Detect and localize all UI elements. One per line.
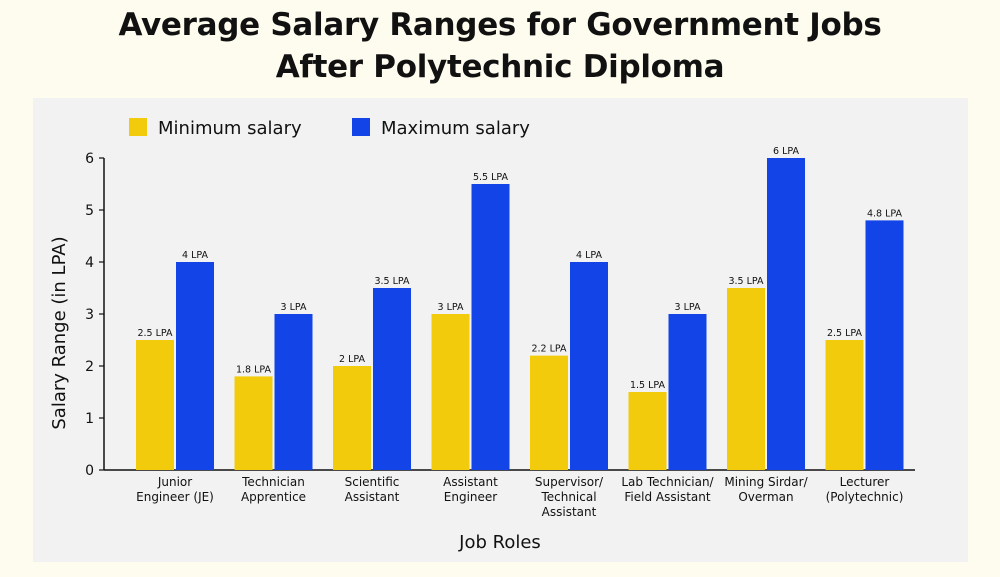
bar-value-label: 1.8 LPA <box>236 364 272 375</box>
category-label: Scientific Assistant <box>345 475 400 504</box>
bar-value-label: 4 LPA <box>182 250 208 261</box>
bar-maximum <box>570 262 608 470</box>
y-axis-ticks: 0 1 2 3 4 5 6 <box>85 151 104 479</box>
x-axis-title: Job Roles <box>458 532 541 553</box>
bar-maximum <box>373 288 411 470</box>
bar-value-label: 3.5 LPA <box>374 276 410 287</box>
category-label-line: Overman <box>738 490 793 504</box>
bar-minimum <box>333 366 371 470</box>
bar-maximum <box>668 314 707 470</box>
bar-value-label: 5.5 LPA <box>473 172 509 183</box>
bar-maximum <box>176 262 214 470</box>
bar-value-label: 2.2 LPA <box>531 344 567 355</box>
y-tick-label: 2 <box>85 359 94 375</box>
chart-title: Average Salary Ranges for Government Job… <box>0 4 1000 88</box>
legend: Minimum salary Maximum salary <box>129 118 530 139</box>
bar-value-label: 3 LPA <box>438 302 464 313</box>
category-label-line: Field Assistant <box>624 490 710 504</box>
category-label-line: Scientific <box>345 475 400 489</box>
bar-value-label: 4 LPA <box>576 250 602 261</box>
y-tick-label: 3 <box>85 307 94 323</box>
bar-minimum <box>136 340 174 470</box>
bar-value-label: 3.5 LPA <box>728 276 764 287</box>
category-label: Lab Technician/Field Assistant <box>621 475 714 504</box>
bar-value-label: 3 LPA <box>281 302 307 313</box>
bar-value-label: 2 LPA <box>339 354 365 365</box>
category-label-line: Supervisor/ <box>535 475 604 489</box>
bar-minimum <box>431 314 470 470</box>
category-labels: Junior Engineer (JE) Technician Apprentice S… <box>136 475 903 519</box>
category-label: Junior Engineer (JE) <box>136 475 214 504</box>
legend-label-minimum: Minimum salary <box>158 118 302 139</box>
bar-maximum <box>865 220 904 470</box>
y-tick-label: 5 <box>85 203 94 219</box>
category-label-line: Assistant <box>345 490 400 504</box>
category-label: Supervisor/Technical Assistant <box>535 475 604 519</box>
bar-value-label: 4.8 LPA <box>867 208 903 219</box>
chart-title-line-1: Average Salary Ranges for Government Job… <box>118 7 882 43</box>
category-label-line: Apprentice <box>241 490 306 504</box>
legend-swatch-maximum <box>352 118 370 136</box>
bar-value-label: 2.5 LPA <box>137 328 173 339</box>
bar-minimum <box>628 392 667 470</box>
bar-maximum <box>274 314 313 470</box>
category-label: Mining Sirdar/Overman <box>724 475 808 504</box>
category-label-line: Engineer <box>444 490 498 504</box>
y-tick-label: 6 <box>85 151 94 167</box>
category-label-line: Engineer (JE) <box>136 490 214 504</box>
category-label-line: Lab Technician/ <box>621 475 714 489</box>
y-tick-label: 1 <box>85 411 94 427</box>
y-axis-title: Salary Range (in LPA) <box>49 236 70 429</box>
chart-title-line-2: After Polytechnic Diploma <box>275 49 725 85</box>
category-label-line: Technician <box>241 475 305 489</box>
bar-minimum <box>234 376 273 470</box>
bar-maximum <box>767 158 805 470</box>
bar-value-label: 6 LPA <box>773 146 799 157</box>
category-label-line: Junior <box>157 475 192 489</box>
bar-maximum <box>471 184 510 470</box>
bar-value-label: 3 LPA <box>675 302 701 313</box>
category-label: Technician Apprentice <box>241 475 306 504</box>
bar-value-label: 1.5 LPA <box>630 380 666 391</box>
bar-minimum <box>727 288 765 470</box>
y-tick-label: 0 <box>85 463 94 479</box>
category-label: Assistant Engineer <box>443 475 498 504</box>
category-label-line: Lecturer <box>840 475 890 489</box>
bar-value-label: 2.5 LPA <box>827 328 863 339</box>
bar-minimum <box>530 355 568 470</box>
legend-swatch-minimum <box>129 118 147 136</box>
bars: 2.5 LPA 4 LPA 1.8 LPA 3 LPA 2 LPA 3.5 LPA 3 LP… <box>136 146 904 470</box>
category-label-line: (Polytechnic) <box>826 490 904 504</box>
y-tick-label: 4 <box>85 255 94 271</box>
category-label-line: Mining Sirdar/ <box>724 475 808 489</box>
category-label-line: Technical <box>540 490 596 504</box>
category-label: Lecturer (Polytechnic) <box>826 475 904 504</box>
category-label-line: Assistant <box>542 505 597 519</box>
bar-minimum <box>825 340 864 470</box>
category-label-line: Assistant <box>443 475 498 489</box>
legend-label-maximum: Maximum salary <box>381 118 530 139</box>
